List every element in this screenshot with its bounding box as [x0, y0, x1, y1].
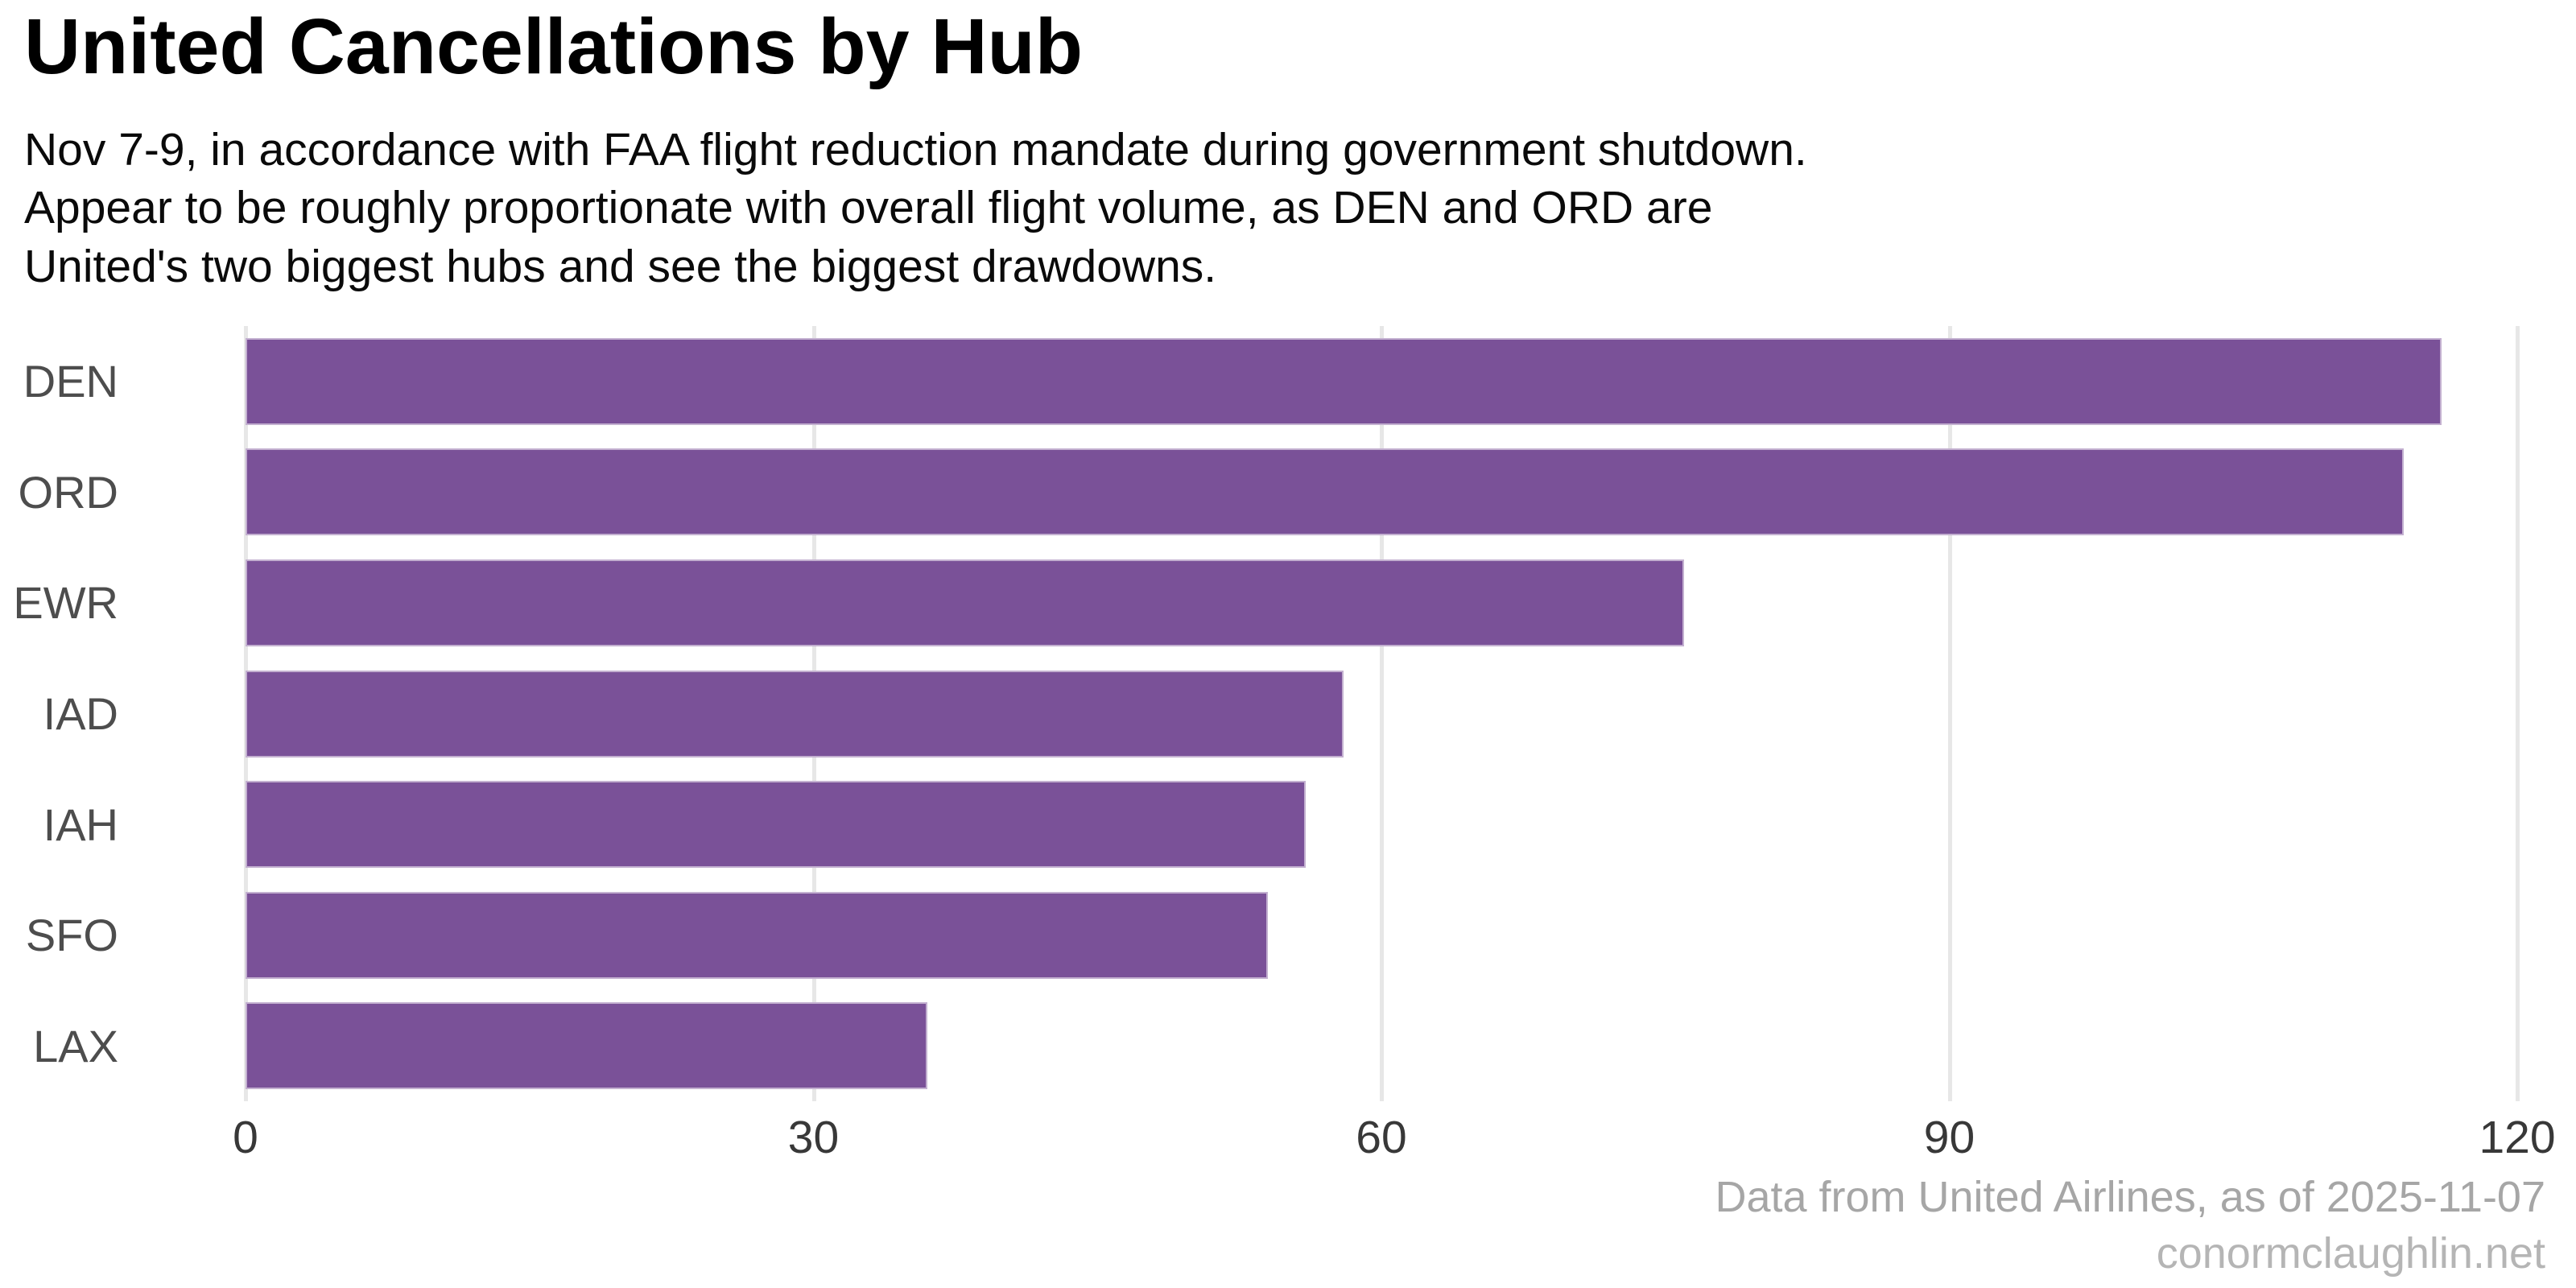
bar-row-DEN [246, 326, 2517, 437]
bar-row-SFO [246, 880, 2517, 991]
y-axis-label-DEN: DEN [23, 356, 118, 407]
footer-source-text: Data from United Airlines, as of 2025-11… [1715, 1172, 2545, 1221]
gridline-60 [1380, 326, 1384, 1101]
x-tick-label-120: 120 [2479, 1112, 2556, 1163]
y-axis-label-ORD: ORD [18, 466, 118, 518]
x-axis: 0 30 60 90 120 [233, 1111, 2555, 1175]
chart-subtitle: Nov 7-9, in accordance with FAA flight r… [24, 121, 1807, 295]
bar-rows [246, 326, 2517, 1101]
bar-row-ORD [246, 437, 2517, 548]
chart-footer: Data from United Airlines, as of 2025-11… [1715, 1169, 2545, 1282]
bar-EWR [246, 559, 1685, 646]
bar-row-LAX [246, 990, 2517, 1101]
y-axis-labels: DEN ORD EWR IAD IAH SFO LAX [0, 326, 246, 1101]
bar-IAD [246, 670, 1344, 758]
subtitle-line-3: United's two biggest hubs and see the bi… [24, 240, 1217, 292]
bar-SFO [246, 891, 1268, 979]
gridline-90 [1947, 326, 1952, 1101]
y-axis-label-IAH: IAH [43, 799, 118, 850]
plot-area [244, 326, 2520, 1101]
x-tick-label-0: 0 [233, 1112, 258, 1163]
y-axis-label-SFO: SFO [25, 910, 118, 961]
bar-IAH [246, 781, 1306, 869]
footer-site-text: conormclaughlin.net [2156, 1228, 2545, 1278]
gridline-120 [2516, 326, 2520, 1101]
chart-title: United Cancellations by Hub [24, 2, 1084, 90]
y-axis-label-EWR: EWR [13, 577, 118, 629]
x-tick-label-30: 30 [787, 1112, 840, 1163]
subtitle-line-1: Nov 7-9, in accordance with FAA flight r… [24, 124, 1807, 175]
bar-DEN [246, 337, 2442, 425]
bar-row-IAH [246, 769, 2517, 880]
bar-row-IAD [246, 658, 2517, 770]
subtitle-line-2: Appear to be roughly proportionate with … [24, 182, 1713, 234]
bar-LAX [246, 1002, 927, 1090]
bar-ORD [246, 448, 2404, 536]
bar-row-EWR [246, 547, 2517, 658]
x-tick-label-90: 90 [1923, 1112, 1975, 1163]
x-tick-label-60: 60 [1356, 1112, 1407, 1163]
y-axis-label-LAX: LAX [33, 1020, 118, 1071]
y-axis-label-IAD: IAD [43, 688, 118, 740]
